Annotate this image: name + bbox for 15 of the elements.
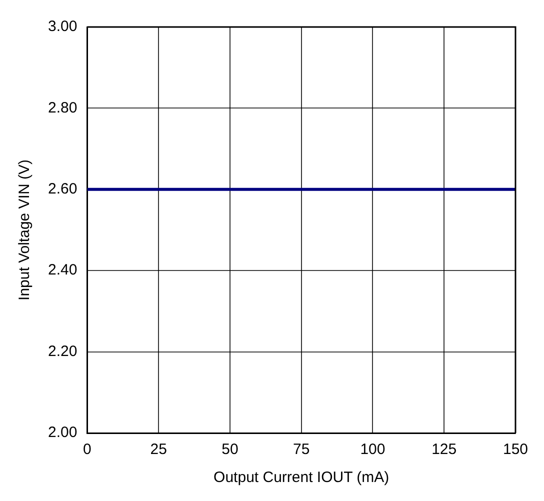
y-tick-label: 2.20 — [48, 342, 78, 360]
x-tick-label: 100 — [360, 441, 386, 458]
y-axis-title: Input Voltage VIN (V) — [16, 160, 34, 300]
y-tick-label: 3.00 — [48, 18, 78, 36]
x-tick-label: 0 — [83, 441, 92, 458]
x-axis-title: Output Current IOUT (mA) — [214, 469, 390, 486]
x-tick-label: 25 — [150, 441, 167, 458]
y-tick-label: 2.40 — [48, 262, 78, 279]
y-tick-label: 2.00 — [48, 424, 78, 442]
x-tick-label: 50 — [222, 441, 238, 458]
x-tick-label: 150 — [502, 441, 528, 458]
y-tick-label: 2.60 — [48, 180, 78, 198]
x-tick-label: 125 — [432, 441, 457, 458]
y-tick-label: 2.80 — [48, 99, 78, 116]
x-tick-label: 75 — [292, 441, 310, 458]
